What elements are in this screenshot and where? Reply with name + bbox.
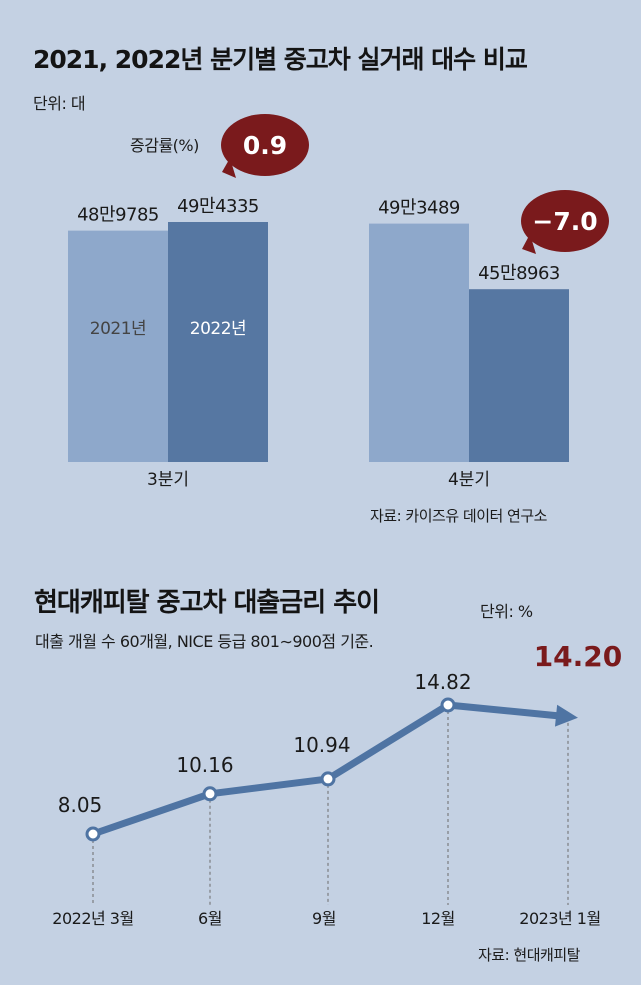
line-chart-subtitle: 대출 개월 수 60개월, NICE 등급 801∼900점 기준. bbox=[35, 632, 374, 651]
rate-bubble bbox=[221, 114, 309, 176]
bar-chart-title: 2021, 2022년 분기별 중고차 실거래 대수 비교 bbox=[33, 45, 528, 74]
rate-line-tail bbox=[444, 701, 560, 720]
rate-bubble bbox=[521, 190, 609, 252]
rate-bubble-tail bbox=[522, 234, 536, 254]
value-label: 8.05 bbox=[58, 793, 103, 817]
value-label: 10.16 bbox=[176, 753, 233, 777]
line-chart-title: 현대캐피탈 중고차 대출금리 추이 bbox=[34, 588, 380, 618]
bar-chart-unit: 단위: 대 bbox=[33, 94, 86, 113]
value-label: 14.20 bbox=[534, 640, 623, 673]
category-label: 4분기 bbox=[448, 470, 490, 490]
rate-line bbox=[89, 701, 452, 838]
bar-3분기-2021년 bbox=[68, 230, 168, 462]
bar-value-label: 48만9785 bbox=[77, 205, 159, 226]
bar-4분기-2022년 bbox=[469, 289, 569, 462]
bar-value-label: 49만3489 bbox=[378, 198, 460, 219]
line-chart-source: 자료: 현대캐피탈 bbox=[478, 946, 580, 964]
data-point bbox=[202, 786, 218, 802]
series-label: 2021년 bbox=[90, 319, 146, 339]
x-tick-label: 2023년 1월 bbox=[519, 909, 600, 928]
data-point bbox=[85, 826, 101, 842]
rate-bubble-tail bbox=[222, 158, 236, 178]
x-tick-label: 6월 bbox=[198, 909, 222, 928]
rate-label: 증감률(%) bbox=[130, 136, 199, 155]
category-label: 3분기 bbox=[147, 470, 189, 490]
data-point bbox=[320, 771, 336, 787]
rate-arrow-head bbox=[554, 704, 578, 727]
rate-value: 0.9 bbox=[243, 131, 287, 160]
bar-value-label: 49만4335 bbox=[177, 196, 259, 217]
x-tick-label: 9월 bbox=[312, 909, 336, 928]
bar-value-label: 45만8963 bbox=[478, 263, 560, 284]
bar-chart-source: 자료: 카이즈유 데이터 연구소 bbox=[370, 507, 547, 525]
rate-value: −7.0 bbox=[532, 207, 597, 236]
x-tick-label: 12월 bbox=[421, 909, 455, 928]
bar-4분기-2021년 bbox=[369, 223, 469, 462]
x-tick-label: 2022년 3월 bbox=[52, 909, 133, 928]
data-point bbox=[440, 697, 456, 713]
value-label: 14.82 bbox=[414, 670, 471, 694]
line-chart-unit: 단위: % bbox=[480, 602, 533, 621]
series-label: 2022년 bbox=[190, 319, 246, 339]
value-label: 10.94 bbox=[293, 733, 350, 757]
bar-3분기-2022년 bbox=[168, 222, 268, 462]
